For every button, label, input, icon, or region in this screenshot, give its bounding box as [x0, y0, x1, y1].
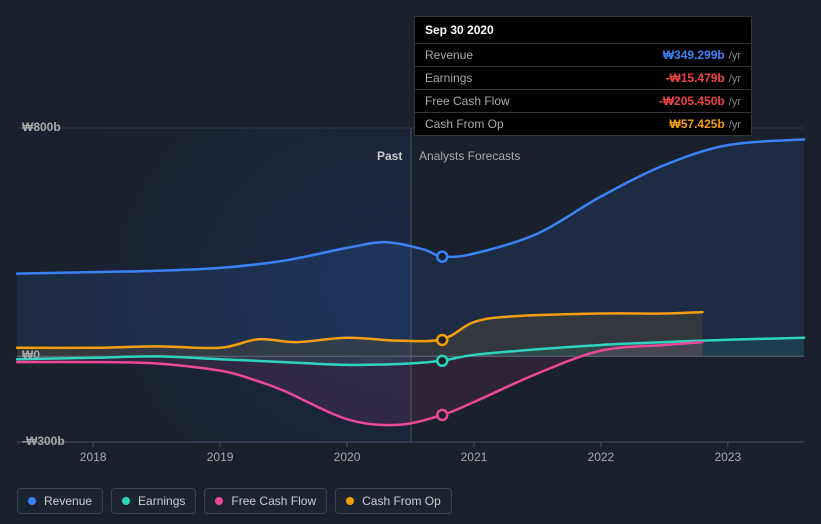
marker-fcf — [437, 410, 447, 420]
x-tick-label: 2018 — [80, 450, 107, 464]
x-tick-label: 2022 — [588, 450, 615, 464]
tooltip-metric-label: Earnings — [425, 71, 472, 85]
marker-earnings — [437, 356, 447, 366]
legend-item-fcf[interactable]: Free Cash Flow — [204, 488, 327, 514]
tooltip-metric-value: ₩57.425b/yr — [669, 117, 741, 131]
tooltip-metric-value: -₩205.450b/yr — [659, 94, 741, 108]
past-label: Past — [377, 149, 402, 163]
tooltip-row: Cash From Op ₩57.425b/yr — [415, 113, 751, 135]
data-tooltip: Sep 30 2020 Revenue ₩349.299b/yr Earnings -… — [414, 16, 752, 136]
y-tick-label: ₩800b — [22, 120, 61, 134]
tooltip-row: Free Cash Flow -₩205.450b/yr — [415, 90, 751, 113]
tooltip-metric-label: Cash From Op — [425, 117, 504, 131]
legend-item-cfo[interactable]: Cash From Op — [335, 488, 452, 514]
marker-cfo — [437, 335, 447, 345]
tooltip-metric-value: ₩349.299b/yr — [663, 48, 741, 62]
financial-chart: ₩800b ₩0 -₩300b 2018 2019 2020 2021 2022 2023 P… — [0, 0, 821, 524]
chart-legend: Revenue Earnings Free Cash Flow Cash From O… — [17, 488, 452, 514]
tooltip-metric-label: Revenue — [425, 48, 473, 62]
legend-label: Earnings — [138, 494, 185, 508]
legend-item-earnings[interactable]: Earnings — [111, 488, 196, 514]
y-tick-label: ₩0 — [22, 348, 40, 362]
x-tick-label: 2023 — [714, 450, 741, 464]
legend-dot-icon — [346, 497, 354, 505]
x-tick-label: 2019 — [207, 450, 234, 464]
forecast-label: Analysts Forecasts — [419, 149, 520, 163]
tooltip-metric-label: Free Cash Flow — [425, 94, 510, 108]
legend-label: Free Cash Flow — [231, 494, 316, 508]
legend-label: Revenue — [44, 494, 92, 508]
y-tick-label: -₩300b — [22, 434, 65, 448]
tooltip-metric-value: -₩15.479b/yr — [665, 71, 741, 85]
x-tick-label: 2020 — [334, 450, 361, 464]
legend-dot-icon — [215, 497, 223, 505]
marker-revenue — [437, 252, 447, 262]
tooltip-row: Earnings -₩15.479b/yr — [415, 67, 751, 90]
legend-label: Cash From Op — [362, 494, 441, 508]
legend-dot-icon — [122, 497, 130, 505]
tooltip-row: Revenue ₩349.299b/yr — [415, 44, 751, 67]
legend-dot-icon — [28, 497, 36, 505]
legend-item-revenue[interactable]: Revenue — [17, 488, 103, 514]
tooltip-date: Sep 30 2020 — [415, 17, 751, 44]
x-tick-label: 2021 — [461, 450, 488, 464]
